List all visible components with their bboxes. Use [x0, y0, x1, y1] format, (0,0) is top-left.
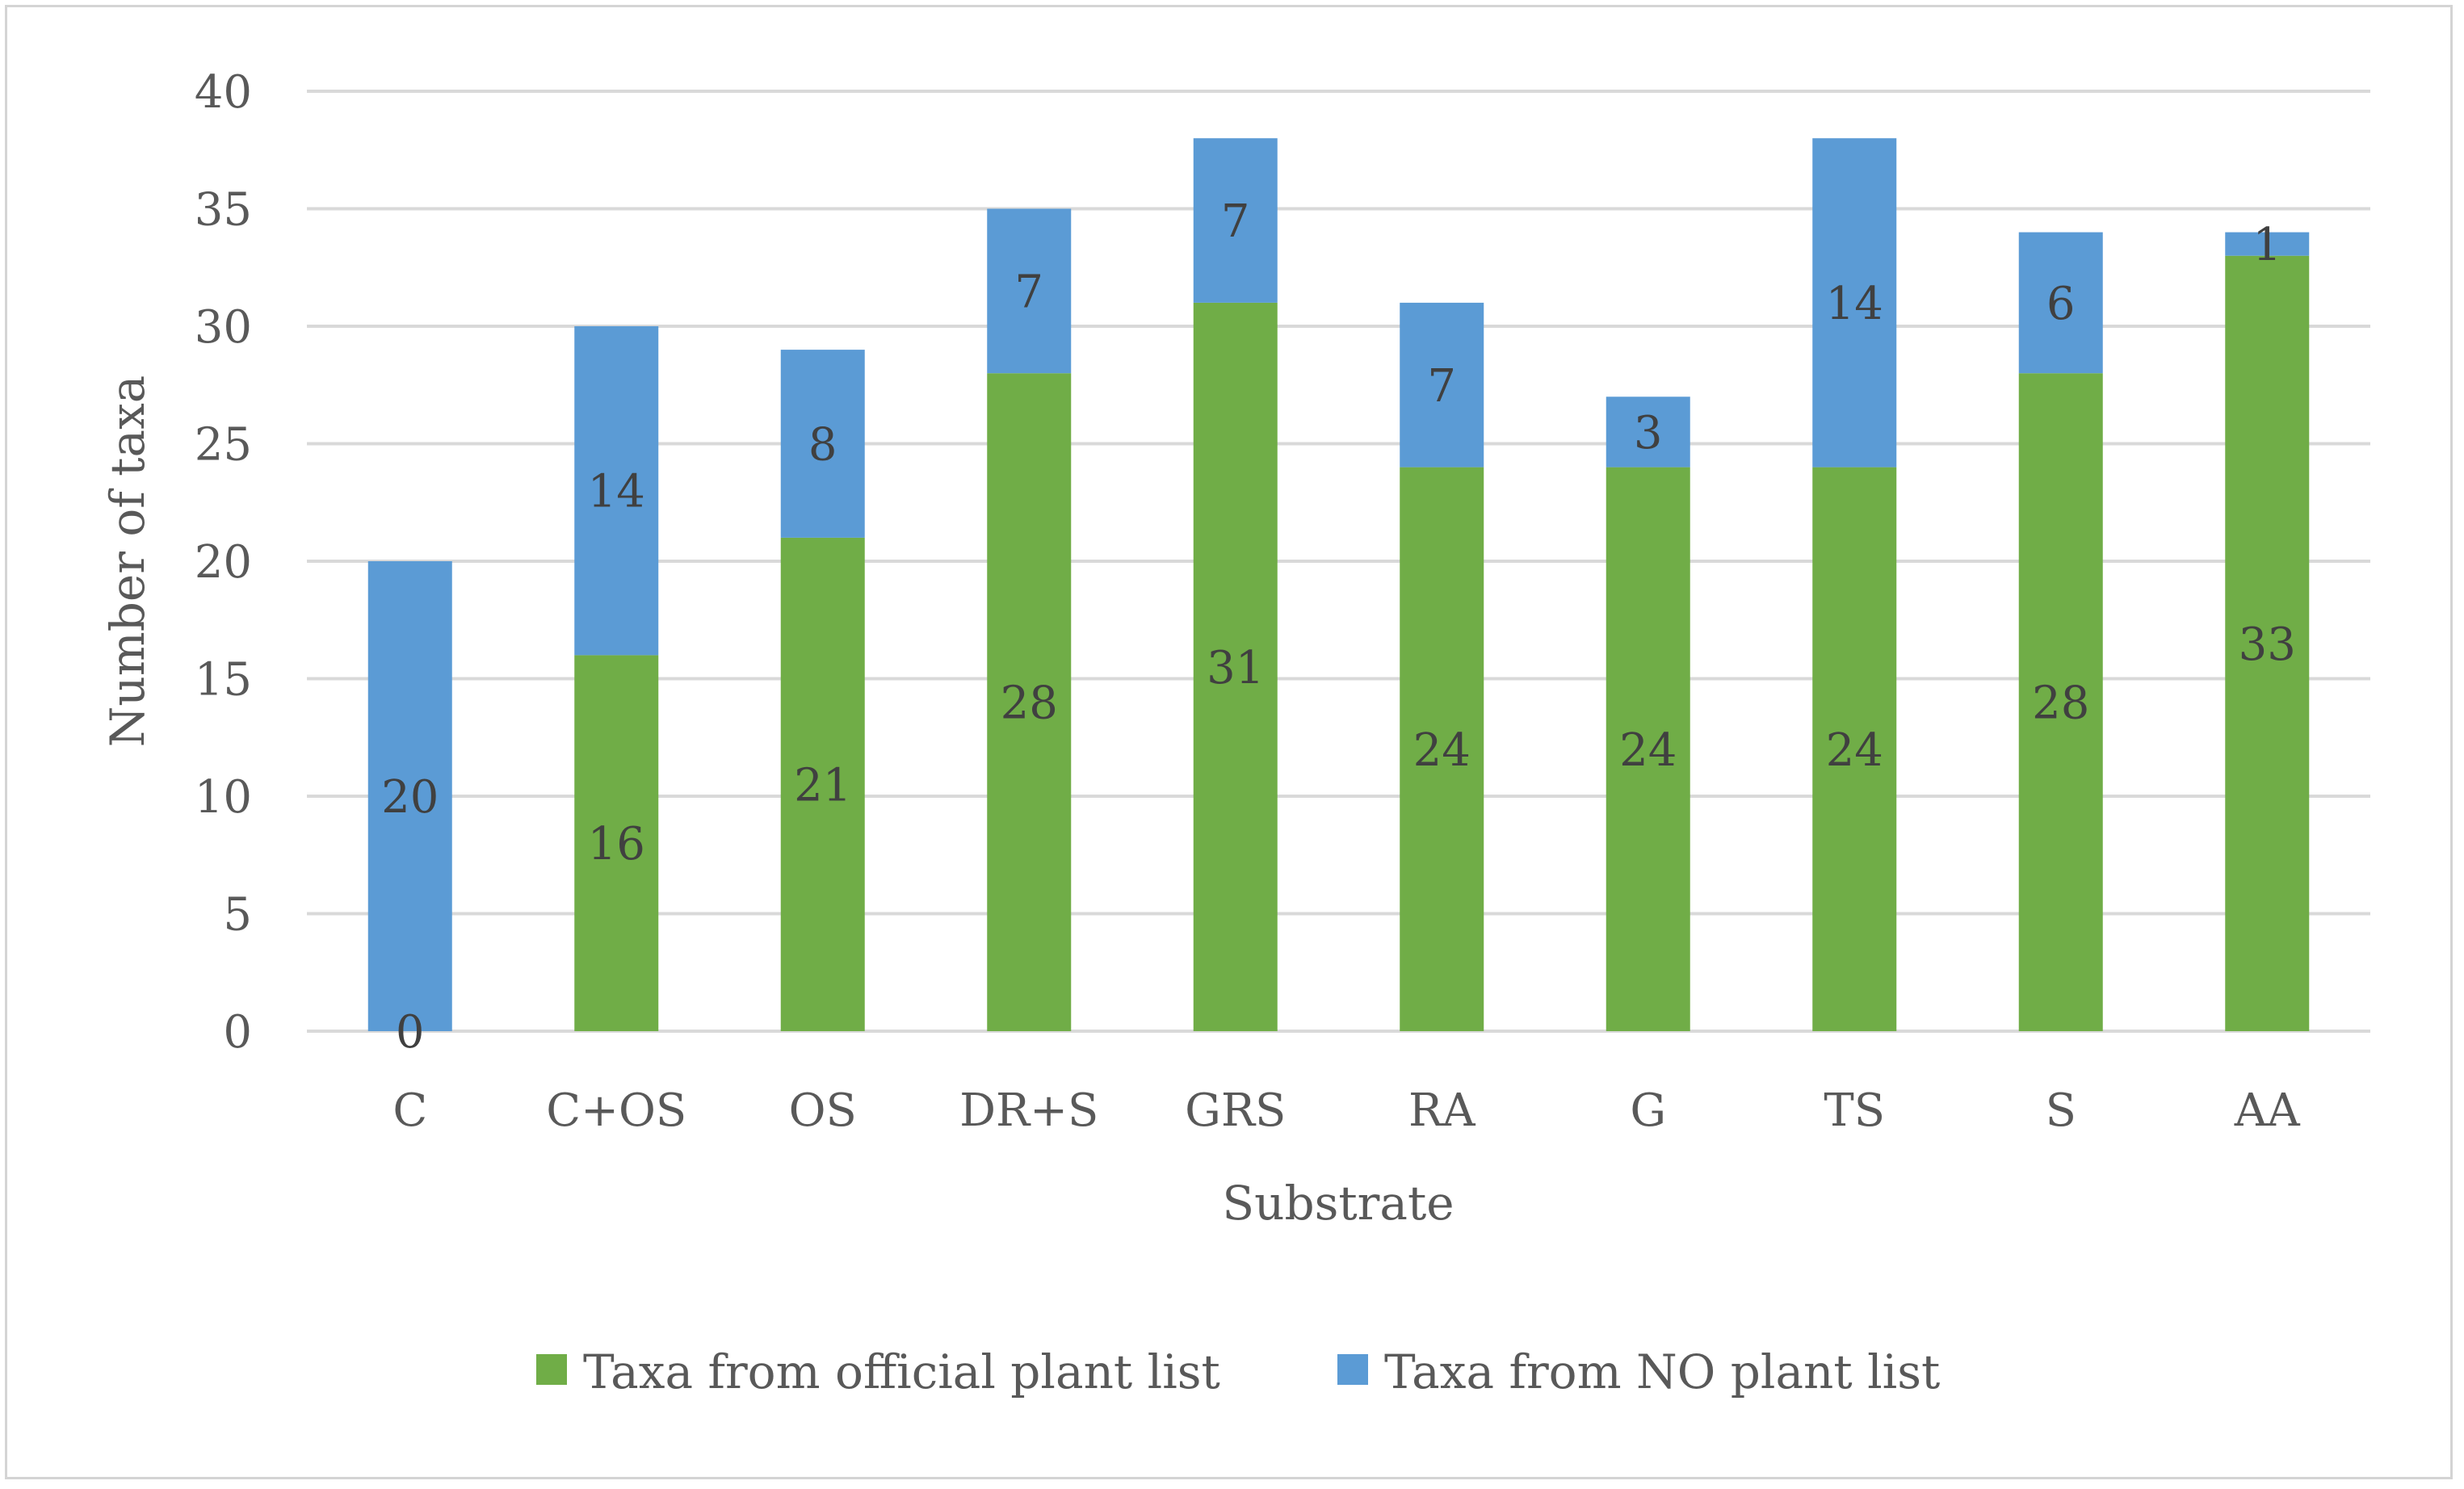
y-tick-label: 10: [195, 771, 252, 824]
y-tick-label: 40: [195, 66, 252, 119]
bars: [367, 138, 2310, 1031]
bar-official-DR+S: [987, 373, 1072, 1031]
y-axis-ticks: 0 5 10 15 20 25 30 35 40: [195, 66, 252, 1059]
bar-official-TS: [1812, 467, 1897, 1031]
data-label-official-AA: 33: [2239, 619, 2296, 671]
data-label-no-list-G: 3: [1634, 407, 1663, 459]
legend-label-no-list: Taxa from NO plant list: [1384, 1344, 1940, 1399]
x-tick-label: DR+S: [959, 1084, 1098, 1137]
y-tick-label: 5: [223, 889, 252, 942]
x-axis-ticks: C C+OS OS DR+S GRS RA G TS S AA: [392, 1084, 2300, 1137]
bar-no-list-AA: [2225, 232, 2310, 256]
y-tick-label: 20: [195, 536, 252, 589]
legend-swatch-no-list: [1337, 1354, 1368, 1385]
legend-swatch-official: [536, 1354, 567, 1385]
x-tick-label: C: [392, 1084, 427, 1137]
data-label-no-list-AA: 1: [2252, 219, 2281, 271]
bar-no-list-TS: [1812, 138, 1897, 468]
data-label-no-list-S: 6: [2046, 278, 2076, 330]
x-axis-title: Substrate: [1222, 1176, 1454, 1231]
bar-no-list-S: [2018, 232, 2103, 374]
y-tick-label: 0: [223, 1006, 252, 1059]
data-label-official-RA: 24: [1413, 724, 1471, 777]
data-label-official-S: 28: [2032, 677, 2089, 730]
bar-no-list-C: [367, 561, 452, 1031]
data-labels: 0 20 16 14 21 8 28 7 31 7 24 7 24 3 24 14 28 6 33 1: [381, 195, 2296, 1059]
data-label-no-list-C: 20: [381, 771, 439, 824]
data-label-official-C: 0: [396, 1006, 425, 1059]
data-label-official-G: 24: [1619, 724, 1677, 777]
bar-no-list-OS: [780, 350, 865, 538]
data-label-no-list-C+OS: 14: [588, 466, 645, 518]
data-label-official-C+OS: 16: [588, 818, 645, 870]
x-tick-label: TS: [1824, 1084, 1885, 1137]
bar-official-G: [1606, 467, 1690, 1031]
y-tick-label: 15: [195, 654, 252, 707]
y-tick-label: 25: [195, 419, 252, 472]
bar-official-AA: [2225, 255, 2310, 1031]
bar-no-list-GRS: [1193, 138, 1278, 303]
x-tick-label: RA: [1408, 1084, 1475, 1137]
bar-official-S: [2018, 373, 2103, 1031]
data-label-official-DR+S: 28: [1001, 677, 1058, 730]
data-label-no-list-OS: 8: [808, 419, 837, 472]
data-label-no-list-GRS: 7: [1221, 195, 1250, 248]
data-label-official-GRS: 31: [1207, 642, 1264, 694]
y-tick-label: 35: [195, 184, 252, 237]
x-tick-label: C+OS: [546, 1084, 686, 1137]
x-tick-label: GRS: [1185, 1084, 1286, 1137]
bar-official-OS: [780, 537, 865, 1031]
x-tick-label: G: [1630, 1084, 1666, 1137]
data-label-no-list-TS: 14: [1826, 278, 1883, 330]
bar-no-list-DR+S: [987, 208, 1072, 374]
legend: Taxa from official plant list Taxa from …: [536, 1344, 1940, 1399]
data-label-official-TS: 24: [1826, 724, 1883, 777]
x-tick-label: AA: [2234, 1084, 2300, 1137]
data-label-official-OS: 21: [794, 759, 851, 812]
bar-no-list-RA: [1400, 302, 1484, 468]
x-tick-label: S: [2046, 1084, 2076, 1137]
y-axis-title: Number of taxa: [100, 375, 155, 748]
bar-no-list-G: [1606, 396, 1690, 468]
y-tick-label: 30: [195, 301, 252, 354]
data-label-no-list-DR+S: 7: [1014, 266, 1043, 318]
x-tick-label: OS: [789, 1084, 857, 1137]
bar-official-GRS: [1193, 302, 1278, 1031]
data-label-no-list-RA: 7: [1427, 360, 1456, 413]
bar-official-RA: [1400, 467, 1484, 1031]
bar-no-list-C+OS: [574, 326, 659, 656]
bar-official-C+OS: [574, 655, 659, 1031]
legend-label-official: Taxa from official plant list: [583, 1344, 1220, 1399]
